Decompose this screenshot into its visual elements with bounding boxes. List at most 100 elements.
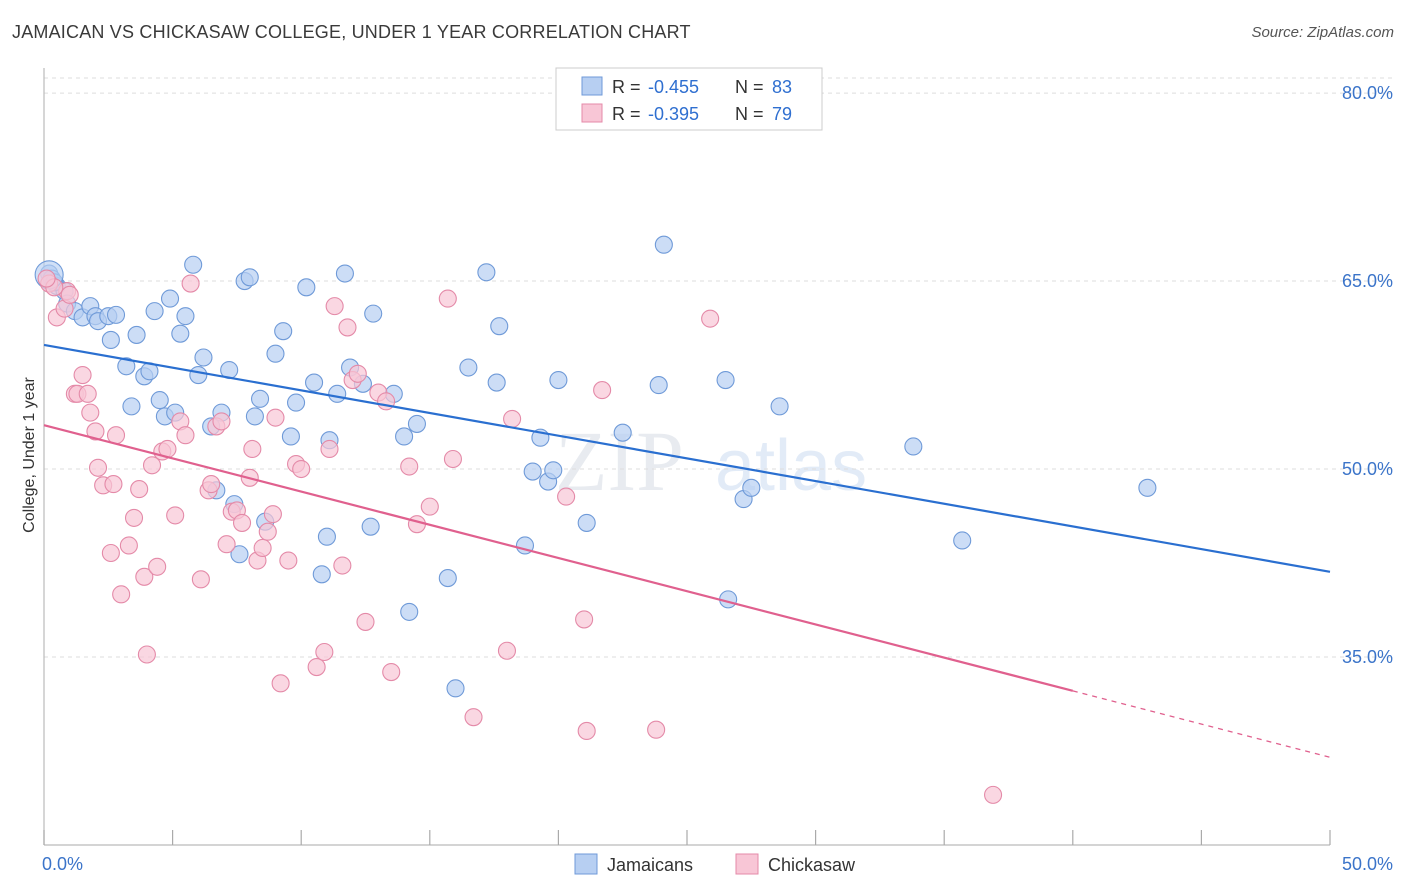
jamaicans-point bbox=[577, 513, 596, 532]
y-axis-title: College, Under 1 year bbox=[21, 377, 38, 533]
chickasaw-point bbox=[701, 309, 720, 328]
jamaicans-point bbox=[240, 268, 259, 287]
chickasaw-r-label: R = bbox=[612, 104, 641, 124]
chickasaw-point bbox=[307, 657, 326, 677]
chickasaw-n-value: 79 bbox=[772, 104, 792, 124]
jamaicans-point bbox=[438, 569, 457, 588]
jamaicans-point bbox=[171, 324, 190, 343]
jamaicans-point bbox=[127, 325, 146, 344]
jamaicans-point bbox=[364, 304, 383, 323]
chickasaw-point bbox=[325, 297, 344, 316]
chickasaw-point bbox=[984, 785, 1003, 804]
chickasaw-trend-extension bbox=[1072, 690, 1331, 758]
chickasaw-point bbox=[263, 505, 282, 524]
chickasaw-point bbox=[356, 612, 375, 631]
chickasaw-point bbox=[60, 285, 79, 304]
jamaicans-point bbox=[613, 423, 632, 442]
jamaicans-point bbox=[117, 357, 136, 376]
chickasaw-point bbox=[348, 364, 367, 383]
jamaicans-point bbox=[194, 348, 213, 367]
jamaicans-point bbox=[953, 531, 972, 550]
bottom-legend-jamaicans-swatch bbox=[574, 853, 598, 875]
chickasaw-point bbox=[557, 487, 576, 506]
chickasaw-point bbox=[81, 403, 100, 422]
jamaicans-point bbox=[361, 517, 380, 536]
jamaicans-point bbox=[328, 384, 347, 403]
chickasaw-points bbox=[37, 269, 1003, 804]
chickasaw-point bbox=[464, 708, 483, 727]
chickasaw-point bbox=[503, 409, 522, 428]
chickasaw-trend-line bbox=[43, 424, 1074, 692]
x-tick-label-max: 50.0% bbox=[1342, 854, 1393, 874]
bottom-legend-jamaicans-label: Jamaicans bbox=[607, 855, 693, 875]
chickasaw-point bbox=[271, 674, 290, 693]
chickasaw-point bbox=[253, 538, 272, 558]
chickasaw-point bbox=[191, 570, 210, 589]
chickasaw-point bbox=[130, 480, 149, 499]
chickasaw-point bbox=[124, 508, 144, 527]
chickasaw-point bbox=[577, 721, 596, 741]
chickasaw-point bbox=[593, 381, 612, 400]
chickasaw-point bbox=[420, 497, 439, 516]
jamaicans-point bbox=[245, 407, 264, 426]
chickasaw-point bbox=[112, 585, 131, 604]
chickasaw-swatch bbox=[581, 103, 603, 123]
page-title: JAMAICAN VS CHICKASAW COLLEGE, UNDER 1 Y… bbox=[12, 22, 691, 42]
chickasaw-point bbox=[438, 289, 457, 308]
jamaicans-point bbox=[400, 602, 419, 621]
chickasaw-point bbox=[400, 457, 419, 476]
jamaicans-point bbox=[395, 427, 414, 446]
chickasaw-point bbox=[217, 535, 236, 554]
jamaicans-n-label: N = bbox=[735, 77, 764, 97]
chickasaw-point bbox=[320, 439, 339, 459]
chickasaw-point bbox=[137, 645, 156, 664]
jamaicans-point bbox=[150, 391, 169, 410]
chickasaw-point bbox=[407, 515, 426, 534]
jamaicans-point bbox=[160, 289, 180, 308]
jamaicans-point bbox=[250, 389, 270, 408]
chickasaw-point bbox=[86, 422, 105, 441]
y-tick-label: 35.0% bbox=[1342, 647, 1393, 667]
jamaicans-r-label: R = bbox=[612, 77, 641, 97]
jamaicans-point bbox=[549, 371, 568, 390]
chickasaw-point bbox=[101, 543, 120, 563]
stats-legend: R = -0.455 N = 83 R = -0.395 N = 79 bbox=[555, 67, 823, 131]
jamaicans-point bbox=[122, 397, 141, 416]
jamaicans-point bbox=[287, 393, 306, 412]
jamaicans-point bbox=[335, 264, 354, 283]
source-label: Source: ZipAtlas.com bbox=[1251, 24, 1394, 41]
chickasaw-point bbox=[37, 269, 56, 288]
jamaicans-point bbox=[490, 317, 509, 336]
x-ticks bbox=[43, 830, 1331, 845]
chickasaw-point bbox=[279, 551, 298, 570]
chickasaw-point bbox=[243, 439, 262, 459]
jamaicans-point bbox=[317, 527, 336, 546]
jamaicans-point bbox=[230, 545, 249, 564]
chickasaw-point bbox=[232, 513, 252, 532]
jamaicans-point bbox=[523, 462, 542, 481]
jamaicans-point bbox=[649, 376, 668, 395]
jamaicans-point bbox=[446, 679, 465, 698]
jamaicans-point bbox=[106, 305, 126, 324]
chickasaw-point bbox=[292, 459, 311, 479]
chickasaw-r-value: -0.395 bbox=[648, 104, 699, 124]
jamaicans-point bbox=[145, 302, 164, 321]
jamaicans-point bbox=[184, 255, 203, 274]
grid-lines bbox=[44, 77, 1392, 658]
jamaicans-point bbox=[459, 358, 478, 377]
bottom-legend-chickasaw-swatch bbox=[735, 853, 759, 875]
jamaicans-point bbox=[297, 278, 316, 297]
chickasaw-point bbox=[382, 663, 401, 682]
jamaicans-point bbox=[654, 235, 673, 254]
jamaicans-point bbox=[770, 397, 789, 416]
jamaicans-swatch bbox=[581, 76, 603, 96]
jamaicans-point bbox=[716, 371, 735, 390]
axes bbox=[43, 68, 1330, 846]
jamaicans-point bbox=[312, 565, 331, 584]
jamaicans-point bbox=[487, 373, 506, 392]
jamaicans-point bbox=[281, 427, 300, 446]
watermark: ZIP atlas bbox=[555, 413, 867, 509]
chickasaw-point bbox=[78, 384, 97, 403]
chickasaw-point bbox=[258, 522, 277, 541]
chickasaw-point bbox=[575, 610, 594, 629]
